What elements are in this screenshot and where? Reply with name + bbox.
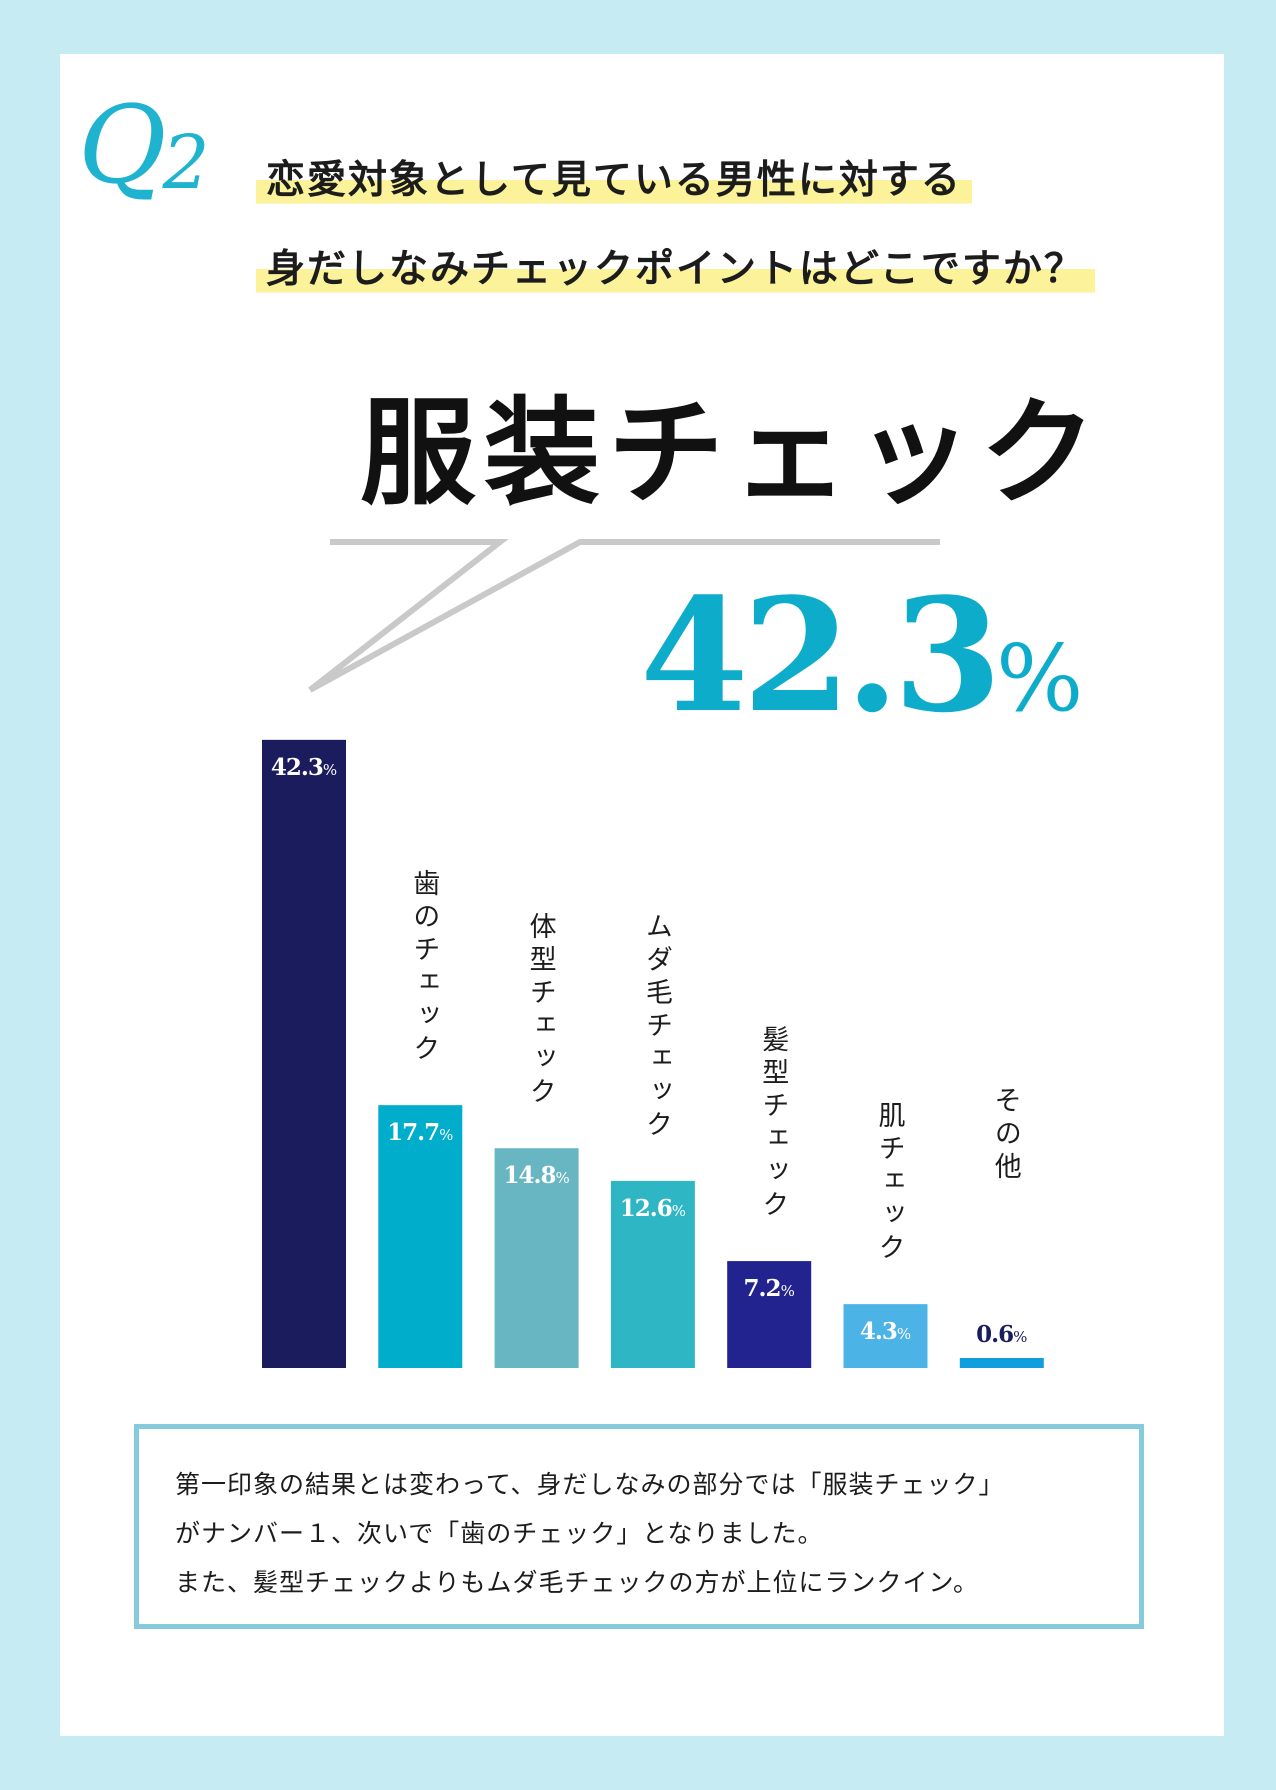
question-number: 2	[162, 120, 210, 206]
bar-3	[494, 1148, 579, 1368]
bar-category-label-3: 体型チェック	[524, 912, 556, 1111]
bar-value-unit: %	[672, 1202, 686, 1220]
speech-callout-lines	[308, 539, 940, 693]
bar-value-label-4: 12.6%	[620, 1195, 686, 1222]
bar-value-unit: %	[555, 1169, 569, 1187]
bar-value-number: 42.3	[271, 754, 323, 781]
bar-category-label-6: 肌チェック	[873, 1101, 905, 1267]
bar-value-unit: %	[1013, 1328, 1027, 1346]
bar-7	[959, 1358, 1044, 1368]
bar-value-label-5: 7.2%	[744, 1275, 795, 1302]
bar-value-number: 7.2	[744, 1275, 781, 1302]
bar-value-number: 4.3	[860, 1318, 897, 1345]
bar-value-label-6: 4.3%	[860, 1318, 911, 1345]
bar-value-label-2: 17.7%	[387, 1119, 453, 1146]
bar-5	[727, 1261, 812, 1368]
summary-line-2: がナンバー１、次いで「歯のチェック」となりました。	[175, 1519, 824, 1548]
bar-value-label-7: 0.6%	[976, 1321, 1027, 1348]
bar-value-unit: %	[439, 1126, 453, 1144]
bar-category-label-2: 歯のチェック	[408, 869, 440, 1068]
bar-4	[610, 1180, 695, 1368]
top-answer-value: 42.3	[640, 564, 1002, 747]
question-text-line-2: 身だしなみチェックポイントはどこですか？	[256, 242, 1095, 298]
bar-1	[262, 739, 346, 1368]
bar-value-unit: %	[781, 1282, 795, 1300]
bar-category-label-7: その他	[989, 1086, 1021, 1185]
top-answer-unit: %	[995, 625, 1084, 732]
top-answer-percentage: 42.3%	[640, 578, 1083, 734]
top-answer-label: 服装チェック	[360, 386, 1104, 521]
summary-line-3: また、髪型チェックよりもムダ毛チェックの方が上位にランクイン。	[175, 1568, 980, 1597]
question-text-line-1: 恋愛対象として見ている男性に対する	[256, 153, 972, 209]
bar-value-unit: %	[323, 761, 337, 779]
bar-6	[843, 1304, 928, 1368]
bar-value-number: 12.6	[620, 1195, 672, 1222]
bar-value-label-3: 14.8%	[503, 1162, 569, 1189]
bar-2	[378, 1105, 463, 1368]
summary-box	[134, 1424, 1144, 1629]
bar-value-number: 14.8	[503, 1162, 555, 1189]
bar-value-number: 17.7	[387, 1119, 439, 1146]
bar-category-label-4: ムダ毛チェック	[640, 911, 672, 1143]
summary-line-1: 第一印象の結果とは変わって、身だしなみの部分では「服装チェック」	[175, 1470, 1005, 1499]
callout-line-right	[308, 539, 940, 693]
question-letter: Q	[78, 83, 167, 208]
content-card	[60, 54, 1224, 1736]
question-number-mark: Q2	[78, 92, 210, 201]
bar-category-label-5: 髪型チェック	[757, 1025, 789, 1224]
bar-value-label-1: 42.3%	[271, 754, 337, 781]
bar-value-unit: %	[897, 1325, 911, 1343]
callout-line-left	[308, 539, 509, 693]
bar-value-number: 0.6	[976, 1321, 1013, 1348]
